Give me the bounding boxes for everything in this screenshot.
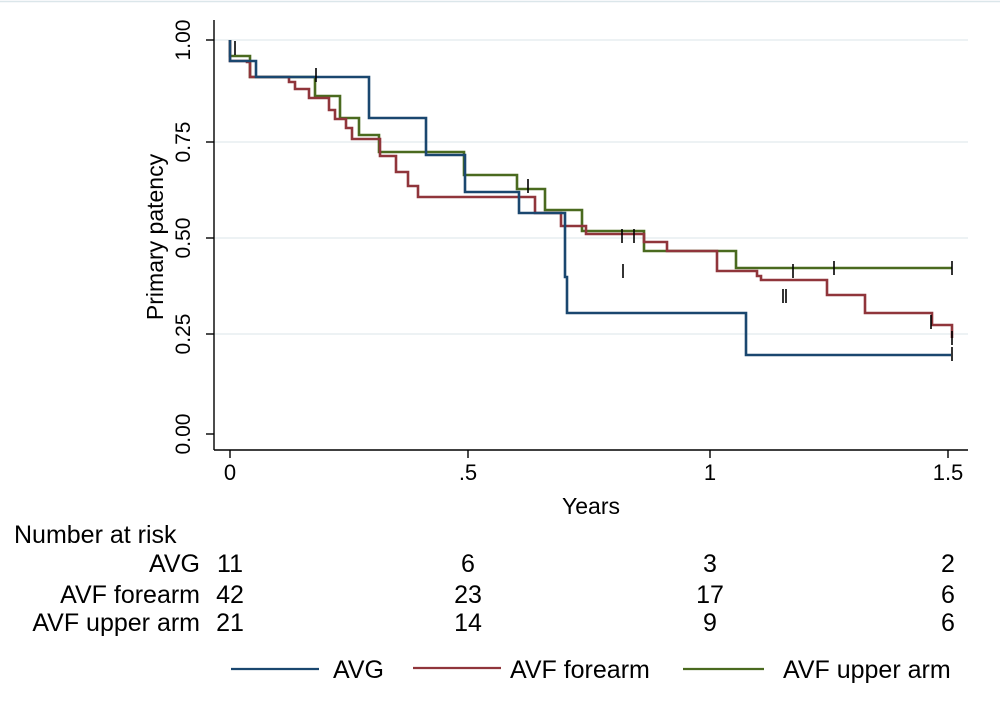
svg-text:14: 14 [454,609,482,637]
svg-text:AVF forearm: AVF forearm [60,581,200,609]
svg-text:11: 11 [217,550,243,578]
svg-text:0.75: 0.75 [172,122,195,163]
svg-text:6: 6 [461,550,475,578]
svg-text:0: 0 [224,460,236,485]
svg-text:17: 17 [696,581,724,609]
svg-text:21: 21 [216,609,244,637]
svg-text:Number at risk: Number at risk [14,521,177,549]
svg-text:AVF upper arm: AVF upper arm [32,609,200,637]
svg-text:1.5: 1.5 [933,460,964,485]
svg-text:0.00: 0.00 [172,414,195,455]
svg-text:Years: Years [562,493,620,519]
svg-text:6: 6 [941,609,955,637]
svg-text:.5: .5 [459,460,477,485]
svg-text:42: 42 [216,581,244,609]
svg-text:0.25: 0.25 [172,314,195,355]
svg-text:1: 1 [704,460,716,485]
svg-text:2: 2 [941,550,955,578]
svg-text:9: 9 [703,609,717,637]
svg-text:0.50: 0.50 [172,218,195,259]
svg-text:AVG: AVG [333,656,384,684]
svg-text:AVG: AVG [149,550,200,578]
svg-text:3: 3 [703,550,717,578]
svg-text:6: 6 [941,581,955,609]
svg-text:23: 23 [454,581,482,609]
svg-text:Primary patency: Primary patency [142,153,168,320]
svg-text:AVF forearm: AVF forearm [510,656,650,684]
svg-text:AVF upper arm: AVF upper arm [783,656,951,684]
svg-text:1.00: 1.00 [172,20,195,61]
